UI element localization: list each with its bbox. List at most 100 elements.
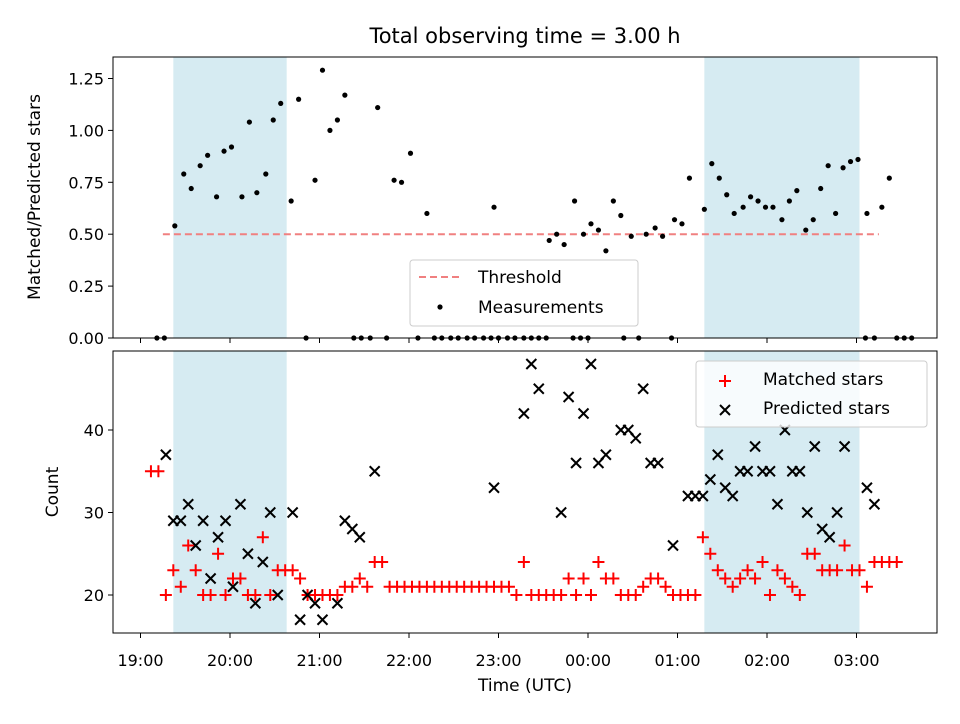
top-x-ticks: [140, 338, 857, 343]
matched-star-point: [659, 580, 672, 593]
predicted-star-point: [861, 482, 873, 494]
matched-star-point: [719, 572, 732, 585]
predicted-star-point: [249, 597, 262, 609]
matched-star-point: [749, 572, 762, 585]
figure-title: Total observing time = 3.00 h: [368, 24, 680, 48]
measurement-point: [595, 227, 602, 233]
measurement-point: [855, 156, 861, 163]
matched-star-point: [219, 589, 232, 601]
y-tick-label: 20: [84, 586, 104, 605]
measurement-point: [288, 198, 294, 204]
matched-star-point: [838, 539, 851, 552]
predicted-star-point: [242, 548, 254, 560]
predicted-star-point: [354, 531, 366, 543]
measurement-point: [886, 175, 892, 181]
matched-star-point: [741, 564, 754, 577]
matched-star-point: [607, 572, 620, 585]
predicted-star-point: [175, 515, 187, 527]
matched-star-point: [584, 589, 597, 601]
y-tick-label: 1.00: [68, 121, 104, 140]
predicted-star-point: [868, 498, 881, 510]
predicted-star-point: [294, 614, 306, 626]
legend-measurement-swatch: [437, 304, 443, 310]
measurement-point: [398, 179, 405, 185]
measurement-point: [312, 177, 318, 183]
y-tick-label: 30: [84, 504, 104, 523]
predicted-star-point: [309, 597, 321, 609]
matched-star-point: [831, 564, 844, 577]
measurement-point: [270, 117, 276, 123]
matched-star-point: [711, 564, 724, 577]
predicted-star-point: [257, 556, 269, 568]
matched-star-point: [570, 589, 583, 601]
matched-star-point: [652, 572, 665, 585]
measurement-point: [246, 119, 252, 125]
predicted-star-point: [562, 391, 575, 403]
measurement-point: [686, 175, 693, 181]
measurement-point: [554, 231, 560, 237]
bottom-panel: 20 30 40 19:00 20:00 21:00 22:00 23:00 00:00 01:…: [43, 350, 938, 696]
predicted-star-point: [316, 614, 329, 626]
measurement-point: [652, 225, 658, 231]
matched-star-point: [510, 589, 523, 601]
predicted-star-point: [197, 515, 209, 527]
measurement-point: [864, 210, 870, 217]
matched-stars-points: [144, 465, 903, 601]
matched-star-point: [555, 589, 568, 601]
measurement-point: [679, 221, 685, 227]
measurement-point: [181, 171, 187, 177]
matched-star-point: [763, 589, 776, 601]
measurement-point: [610, 198, 616, 204]
matched-star-point: [212, 547, 225, 560]
measurement-point: [847, 158, 854, 165]
predicted-star-point: [189, 539, 202, 552]
matched-star-point: [577, 572, 590, 585]
matched-star-point: [771, 564, 784, 577]
measurement-point: [709, 161, 715, 167]
predicted-star-point: [697, 490, 709, 502]
measurement-point: [810, 217, 816, 223]
matched-star-point: [256, 531, 269, 544]
predicted-star-point: [368, 465, 381, 477]
matched-star-point: [264, 589, 277, 601]
predicted-star-point: [585, 358, 597, 370]
measurement-point: [833, 210, 839, 217]
predicted-star-point: [630, 432, 642, 444]
bottom-y-axis-label: Count: [43, 466, 63, 517]
top-y-ticks: 0.00 0.25 0.50 0.75 1.00 1.25: [68, 70, 113, 348]
measurement-point: [724, 192, 730, 198]
legend-predicted-label: Predicted stars: [763, 399, 890, 419]
predicted-star-point: [331, 597, 344, 609]
measurement-point: [762, 204, 769, 210]
predicted-star-point: [794, 465, 806, 477]
matched-star-point: [562, 572, 575, 585]
y-tick-label: 0.50: [68, 225, 104, 244]
matched-star-point: [734, 572, 747, 585]
matched-star-point: [502, 580, 515, 593]
x-tick-label: 03:00: [833, 651, 879, 670]
measurement-point: [818, 185, 824, 192]
predicted-star-point: [600, 449, 612, 461]
measurement-point: [334, 117, 340, 123]
x-tick-label: 01:00: [654, 651, 700, 670]
predicted-star-point: [809, 440, 821, 453]
predicted-star-point: [637, 383, 649, 395]
measurement-point: [278, 100, 284, 107]
bottom-y-ticks: 20 30 40: [84, 421, 113, 605]
measurement-point: [546, 237, 552, 244]
shaded-interval: [173, 57, 287, 338]
matched-star-point: [517, 556, 530, 568]
measurement-point: [327, 127, 333, 133]
matched-star-point: [853, 564, 866, 577]
measurement-point: [628, 233, 634, 239]
matched-star-point: [637, 580, 650, 593]
predicted-star-point: [749, 440, 761, 453]
matched-star-point: [592, 556, 605, 568]
matched-star-point: [167, 564, 180, 577]
measurement-point: [407, 150, 414, 156]
predicted-star-point: [264, 506, 276, 519]
measurement-point: [263, 171, 269, 177]
matched-star-point: [331, 589, 344, 601]
matched-star-point: [159, 589, 172, 601]
predicted-star-point: [160, 449, 172, 461]
